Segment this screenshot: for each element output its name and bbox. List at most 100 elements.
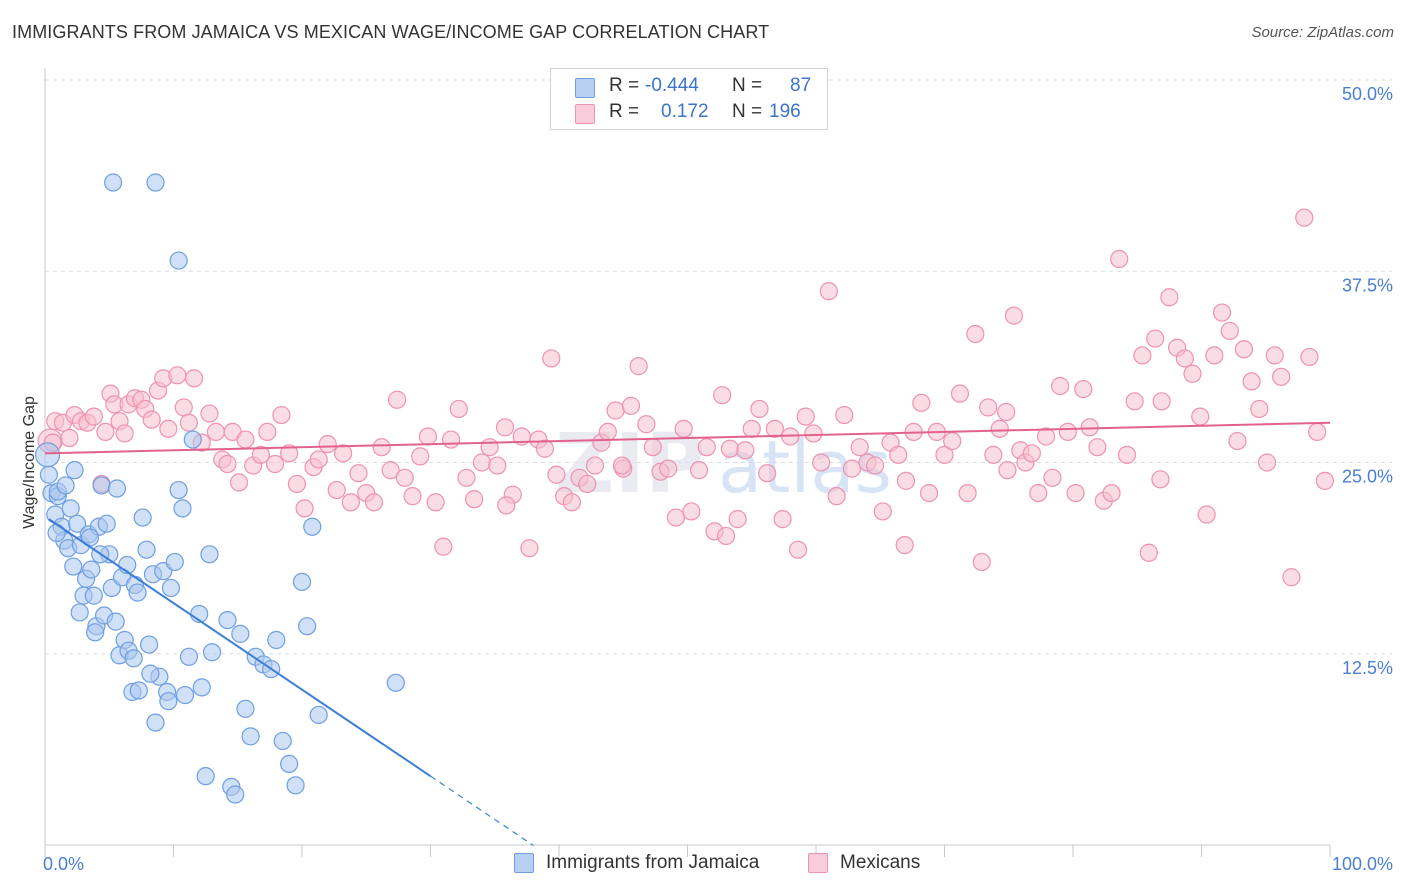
mexicans-point bbox=[265, 454, 285, 474]
mexicans-point bbox=[372, 438, 391, 457]
jamaica-point bbox=[56, 476, 75, 495]
mexicans-point bbox=[1197, 505, 1216, 524]
mexicans-point bbox=[465, 490, 484, 509]
mexicans-point bbox=[598, 422, 617, 441]
mexicans-point bbox=[1051, 376, 1070, 396]
mexicans-point bbox=[629, 357, 648, 376]
jamaica-point bbox=[161, 578, 181, 598]
mexicans-point bbox=[562, 493, 581, 512]
jamaica-point bbox=[139, 635, 159, 654]
mexicans-point bbox=[796, 407, 815, 426]
mexicans-point bbox=[1308, 422, 1327, 441]
mexicans-point bbox=[736, 441, 755, 460]
jamaica-point bbox=[104, 173, 123, 192]
mexicans-point bbox=[1212, 303, 1232, 322]
mexicans-point bbox=[1074, 379, 1093, 399]
jamaica-point bbox=[97, 514, 116, 533]
jamaica-point bbox=[92, 476, 111, 495]
jamaica-point bbox=[159, 692, 178, 711]
jamaica-point bbox=[169, 251, 188, 270]
jamaica-point bbox=[231, 624, 250, 643]
mexicans-point bbox=[713, 386, 732, 405]
jamaica-point bbox=[386, 673, 405, 692]
mexicans-point bbox=[979, 398, 998, 417]
jamaica-point bbox=[292, 572, 312, 591]
mexicans-point bbox=[1117, 445, 1137, 464]
mexicans-point bbox=[866, 456, 885, 475]
jamaica-point bbox=[241, 727, 260, 746]
jamaica-point bbox=[196, 767, 215, 786]
mexicans-point bbox=[395, 468, 414, 487]
mexicans-point bbox=[1004, 306, 1023, 325]
mexicans-point bbox=[716, 526, 736, 546]
mexicans-point bbox=[472, 453, 491, 472]
y-tick-label: 12.5% bbox=[1342, 658, 1393, 678]
mexicans-point bbox=[612, 456, 632, 475]
legend-r-label: R = bbox=[609, 101, 640, 122]
mexicans-point bbox=[773, 510, 792, 529]
mexicans-point bbox=[1300, 347, 1319, 367]
jamaica-point bbox=[84, 586, 103, 605]
mexicans-point bbox=[1175, 349, 1194, 368]
jamaica-point bbox=[192, 678, 211, 697]
mexicans-point bbox=[606, 401, 625, 420]
mexicans-point bbox=[309, 450, 328, 469]
mexicans-point bbox=[1295, 208, 1314, 227]
mexicans-point bbox=[1036, 427, 1056, 446]
legend-r-value: 0.172 bbox=[661, 101, 709, 122]
mexicans-point bbox=[1265, 346, 1284, 365]
mexicans-point bbox=[1234, 340, 1254, 359]
mexicans-point bbox=[184, 369, 204, 388]
jamaica-point bbox=[273, 731, 292, 751]
mexicans-point bbox=[426, 493, 445, 512]
mexicans-point bbox=[318, 435, 337, 454]
mexicans-point bbox=[1250, 399, 1269, 419]
jamaica-point bbox=[280, 754, 299, 774]
mexicans-point bbox=[720, 439, 740, 458]
legend-n-label: N = bbox=[732, 75, 763, 96]
mexicans-point bbox=[387, 390, 407, 409]
bottom-legend-label: Mexicans bbox=[840, 852, 921, 873]
mexicans-point bbox=[1315, 471, 1334, 490]
mexicans-point bbox=[115, 424, 134, 443]
y-tick-label: 37.5% bbox=[1342, 275, 1393, 295]
mexicans-point bbox=[434, 537, 453, 556]
mexicans-point bbox=[1022, 444, 1041, 463]
jamaica-point bbox=[183, 430, 202, 449]
mexicans-point bbox=[1029, 484, 1048, 503]
mexicans-point bbox=[637, 415, 656, 434]
mexicans-point bbox=[950, 384, 970, 403]
jamaica-point bbox=[236, 699, 255, 718]
jamaica-point bbox=[34, 442, 61, 468]
mexicans-point bbox=[280, 444, 299, 463]
jamaica-point bbox=[39, 465, 58, 484]
mexicans-point bbox=[728, 510, 747, 529]
mexicans-point bbox=[1043, 468, 1062, 487]
mexicans-point bbox=[520, 539, 539, 558]
bottom-legend-swatch-pink bbox=[808, 853, 828, 873]
mexicans-point bbox=[1272, 367, 1291, 386]
mexicans-point bbox=[850, 438, 869, 457]
jamaica-point bbox=[146, 173, 165, 192]
mexicans-point bbox=[585, 456, 605, 475]
jamaica-point bbox=[128, 583, 147, 602]
jamaica-point bbox=[202, 643, 222, 662]
mexicans-point bbox=[488, 456, 507, 475]
mexicans-point bbox=[287, 474, 306, 494]
mexicans-point bbox=[1066, 484, 1085, 503]
mexicans-point bbox=[1088, 438, 1107, 457]
mexicans-point bbox=[334, 444, 353, 463]
bottom-legend-label: Immigrants from Jamaica bbox=[546, 852, 760, 873]
mexicans-point bbox=[251, 445, 270, 464]
mexicans-point bbox=[984, 445, 1003, 464]
jamaica-point bbox=[64, 557, 83, 576]
mexicans-point bbox=[159, 419, 178, 438]
mexicans-point bbox=[674, 419, 693, 438]
mexicans-point bbox=[403, 487, 422, 506]
mexicans-point bbox=[1102, 484, 1121, 503]
jamaica-trend-extension bbox=[430, 775, 534, 846]
mexicans-point bbox=[457, 468, 476, 487]
mexicans-point bbox=[842, 459, 862, 478]
mexicans-point bbox=[835, 405, 854, 425]
